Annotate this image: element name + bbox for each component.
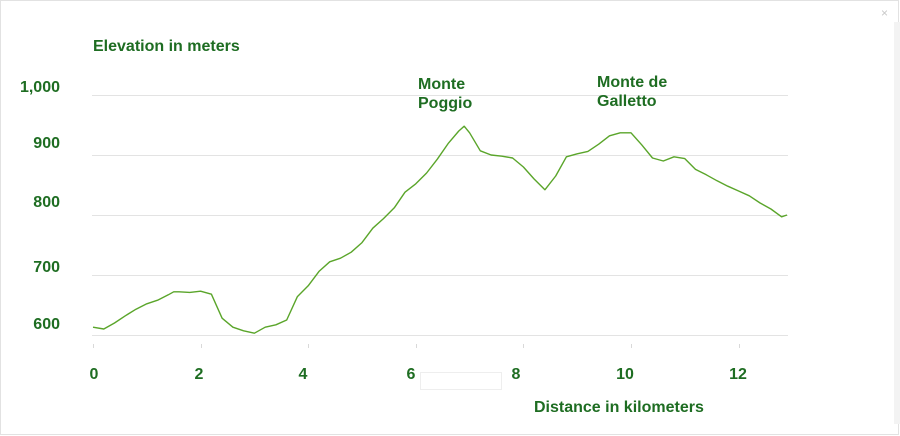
x-tick-label: 0 <box>89 366 99 383</box>
x-tick-label: 8 <box>511 366 521 383</box>
peak-label-monte-poggio: Monte Poggio <box>418 76 473 112</box>
x-tick-marks <box>93 344 740 348</box>
elevation-line <box>92 125 788 334</box>
scrollbar <box>894 22 900 424</box>
y-tick-label: 800 <box>33 194 60 211</box>
y-tick-label: 600 <box>33 316 60 333</box>
y-tick-label: 1,000 <box>19 79 60 96</box>
gridlines <box>92 95 788 336</box>
x-tick-label: 10 <box>616 366 634 383</box>
close-icon: × <box>880 6 888 20</box>
x-axis-label: Distance in kilometers <box>534 399 704 416</box>
y-tick-label: 700 <box>33 259 60 276</box>
y-tick-label: 900 <box>33 135 60 152</box>
peak-label-monte-de-galletto: Monte de Galletto <box>597 74 668 110</box>
x-tick-label: 2 <box>194 366 204 383</box>
chart-title: Elevation in meters <box>93 38 240 55</box>
x-tick-label: 12 <box>729 366 747 383</box>
background-widget <box>420 372 502 390</box>
x-tick-label: 6 <box>406 366 416 383</box>
x-tick-label: 4 <box>298 366 308 383</box>
